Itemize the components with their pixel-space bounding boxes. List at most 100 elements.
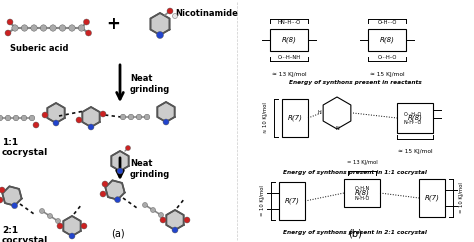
Text: N–H·O: N–H·O [355,196,370,201]
Circle shape [115,197,120,203]
Text: R(8): R(8) [408,115,422,121]
Circle shape [11,203,18,209]
Bar [344,179,380,207]
Circle shape [100,111,106,117]
Circle shape [158,212,164,218]
Text: ≈ 13 KJ/mol: ≈ 13 KJ/mol [272,72,306,77]
Text: = 13 KJ/mol: = 13 KJ/mol [346,160,377,165]
Circle shape [29,115,35,121]
Text: O–H···O: O–H···O [377,20,397,25]
Circle shape [151,207,155,212]
Circle shape [76,117,82,123]
Text: O···H–NH: O···H–NH [277,55,301,60]
Circle shape [33,122,39,128]
Circle shape [69,25,75,31]
Text: R(8): R(8) [282,37,296,43]
Text: Suberic acid: Suberic acid [10,44,69,53]
Bar [282,99,308,137]
Polygon shape [150,13,170,35]
Polygon shape [64,216,81,236]
Text: 2:1
cocrystal: 2:1 cocrystal [2,226,48,242]
Text: Nicotinamide: Nicotinamide [175,8,238,17]
Circle shape [88,124,94,130]
Circle shape [7,19,13,25]
Text: R(7): R(7) [288,115,302,121]
Circle shape [53,120,59,126]
Circle shape [31,25,37,31]
Polygon shape [82,107,100,127]
Text: 1:1
cocrystal: 1:1 cocrystal [2,138,48,157]
Text: R(7): R(7) [284,198,300,204]
Text: Neat
grinding: Neat grinding [130,74,170,94]
Text: Neat
grinding: Neat grinding [130,159,170,179]
Bar [419,179,445,217]
Circle shape [117,168,123,174]
Text: R(8): R(8) [355,190,369,196]
Text: +: + [106,15,120,33]
Circle shape [69,233,75,239]
Circle shape [83,19,90,25]
Text: = 10 KJ/mol: = 10 KJ/mol [459,182,464,213]
Circle shape [143,203,147,207]
Text: HN–H···O: HN–H···O [277,20,301,25]
Circle shape [0,197,3,203]
Circle shape [156,31,164,38]
Circle shape [57,223,63,229]
Text: Energy of synthons present in reactants: Energy of synthons present in reactants [289,80,421,85]
Circle shape [78,25,85,31]
Circle shape [5,115,11,121]
Circle shape [39,209,45,213]
Text: N–H···O: N–H···O [404,121,422,126]
Circle shape [184,217,190,223]
Circle shape [0,115,3,121]
Circle shape [172,227,178,233]
Circle shape [120,114,126,120]
Circle shape [0,187,5,193]
Circle shape [85,30,91,36]
Circle shape [55,219,61,224]
Circle shape [144,114,150,120]
Polygon shape [105,180,125,200]
Text: O···H–O: O···H–O [404,112,422,116]
Text: Energy of synthons present in 2:1 cocrystal: Energy of synthons present in 2:1 cocrys… [283,230,427,235]
Text: Energy of synthons present in 1:1 cocrystal: Energy of synthons present in 1:1 cocrys… [283,170,427,175]
Circle shape [167,8,173,14]
Circle shape [5,30,11,36]
Circle shape [126,145,130,151]
Polygon shape [2,186,22,206]
Circle shape [173,14,177,18]
Circle shape [42,112,48,118]
Circle shape [40,25,47,31]
Circle shape [59,25,66,31]
Text: H: H [317,111,321,115]
Text: ≈ 15 KJ/mol: ≈ 15 KJ/mol [370,72,404,77]
Text: O–H·N: O–H·N [355,186,370,190]
Circle shape [160,217,166,223]
Circle shape [21,115,27,121]
Bar [397,103,433,133]
Circle shape [47,213,53,219]
Circle shape [136,114,142,120]
Circle shape [163,119,169,125]
Circle shape [12,25,18,31]
Text: ≈ 10 KJ/mol: ≈ 10 KJ/mol [263,103,268,133]
Circle shape [102,181,108,187]
Polygon shape [47,103,64,123]
Circle shape [128,114,134,120]
Polygon shape [166,210,183,230]
Circle shape [21,25,27,31]
Bar [368,29,406,51]
Bar [279,182,305,220]
Text: O···H–O: O···H–O [377,55,397,60]
Text: N: N [335,127,339,131]
Text: ≈ 15 KJ/mol: ≈ 15 KJ/mol [398,149,432,154]
Text: (b): (b) [348,228,362,238]
Circle shape [81,223,87,229]
Circle shape [50,25,56,31]
Circle shape [13,115,19,121]
Bar [270,29,308,51]
Text: R(7): R(7) [425,195,439,201]
Circle shape [100,191,106,197]
Text: = 10 KJ/mol: = 10 KJ/mol [260,186,265,216]
Text: (a): (a) [111,228,125,238]
